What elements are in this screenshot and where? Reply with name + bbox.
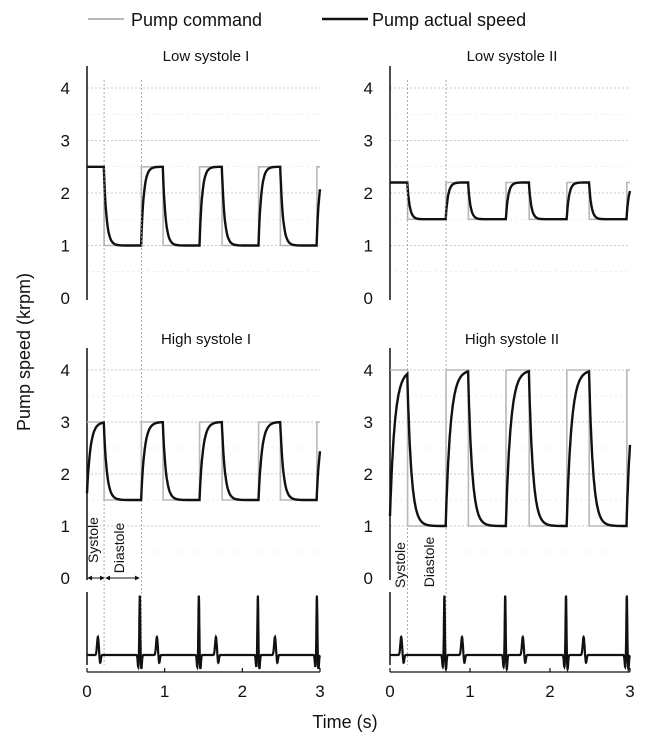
- series-ecg: [390, 595, 631, 673]
- panel-low-systole-1: 0 1 2 3 4: [61, 66, 322, 665]
- x-tick-label: 3: [315, 682, 324, 701]
- legend-command-label: Pump command: [131, 10, 262, 30]
- legend-actual-label: Pump actual speed: [372, 10, 526, 30]
- x-axis-title: Time (s): [312, 712, 377, 732]
- y-axis-title: Pump speed (krpm): [14, 273, 34, 431]
- ecg-right: 0 1 2 3: [385, 592, 635, 701]
- y-tick-label: 2: [364, 184, 373, 203]
- y-tick-label: 2: [61, 465, 70, 484]
- y-tick-label: 1: [364, 517, 373, 536]
- y-tick-label: 1: [364, 237, 373, 256]
- panel-title-low-systole-1: Low systole I: [163, 48, 250, 65]
- x-tick-label: 0: [385, 682, 394, 701]
- y-tick-label: 3: [364, 413, 373, 432]
- y-tick-label: 2: [364, 465, 373, 484]
- y-tick-label: 1: [61, 237, 70, 256]
- series-pump-actual-speed: [390, 181, 632, 221]
- series-pump-actual-speed: [87, 165, 322, 247]
- y-tick-label: 4: [61, 79, 70, 98]
- phase-annotation-left: Systole Diastole: [85, 517, 140, 581]
- ecg-left: 0 1 2 3: [82, 592, 325, 701]
- y-tick-label: 2: [61, 184, 70, 203]
- y-tick-label: 0: [61, 289, 70, 308]
- x-tick-label: 1: [465, 682, 474, 701]
- y-tick-label: 1: [61, 517, 70, 536]
- y-tick-label: 3: [364, 132, 373, 151]
- y-tick-label: 4: [61, 361, 70, 380]
- y-tick-label: 3: [61, 132, 70, 151]
- panel-high-systole-2: 0 1 2 3 4: [364, 348, 632, 588]
- series-ecg: [87, 595, 321, 671]
- y-tick-label: 3: [61, 413, 70, 432]
- x-tick-label: 3: [625, 682, 634, 701]
- series-pump-actual-speed: [85, 420, 322, 502]
- legend: Pump command Pump actual speed: [88, 10, 526, 30]
- panel-title-low-systole-2: Low systole II: [467, 48, 558, 65]
- diastole-label-left: Diastole: [111, 523, 127, 574]
- phase-annotation-right: Systole Diastole: [392, 537, 437, 588]
- x-tick-label: 2: [545, 682, 554, 701]
- x-tick-label: 1: [160, 682, 169, 701]
- y-tick-label: 4: [364, 361, 373, 380]
- panel-title-high-systole-2: High systole II: [465, 331, 559, 348]
- panel-title-high-systole-1: High systole I: [161, 331, 251, 348]
- series-pump-actual-speed: [388, 369, 632, 528]
- y-tick-label: 0: [364, 289, 373, 308]
- diastole-label-right: Diastole: [421, 537, 437, 588]
- y-tick-label: 0: [364, 569, 373, 588]
- y-tick-label: 0: [61, 569, 70, 588]
- systole-label-left: Systole: [85, 517, 101, 563]
- panel-high-systole-1: 0 1 2 3 4: [61, 348, 322, 588]
- x-tick-label: 2: [238, 682, 247, 701]
- y-tick-label: 4: [364, 79, 373, 98]
- x-tick-label: 0: [82, 682, 91, 701]
- systole-label-right: Systole: [392, 542, 408, 588]
